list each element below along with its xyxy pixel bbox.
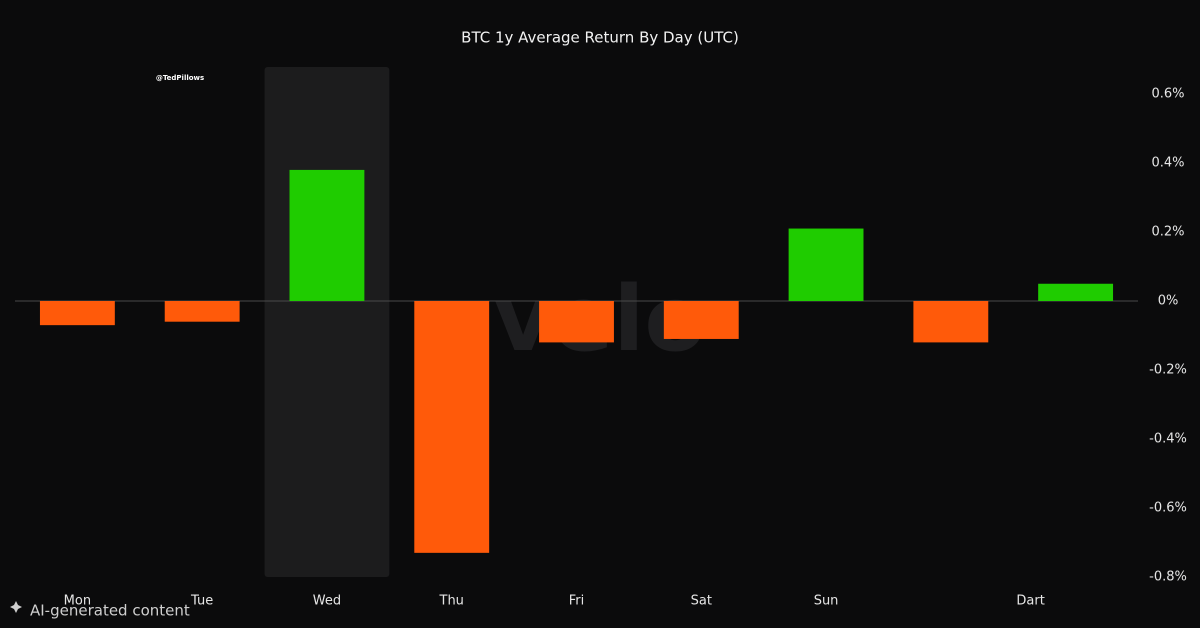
y-tick-label: -0.2% <box>1149 363 1187 378</box>
x-tick-label: Dart <box>1016 594 1044 609</box>
handle: @TedPillows <box>156 74 204 82</box>
x-tick-label: Wed <box>313 594 341 609</box>
chart-title: BTC 1y Average Return By Day (UTC) <box>461 29 739 47</box>
bar <box>663 301 739 339</box>
y-tick-label: 0.2% <box>1151 225 1184 240</box>
y-tick-label: 0% <box>1158 294 1179 309</box>
bar <box>913 301 989 343</box>
y-tick-label: -0.6% <box>1149 501 1187 516</box>
x-tick-label: Sat <box>691 594 712 609</box>
y-tick-label: -0.8% <box>1149 570 1187 585</box>
highlight-layer <box>264 67 390 577</box>
bar <box>414 301 490 553</box>
bar <box>539 301 614 343</box>
y-tick-label: 0.4% <box>1151 156 1184 171</box>
highlight-band <box>264 67 390 577</box>
ai-badge: AI-generated content <box>10 601 190 620</box>
x-tick-label: Sun <box>814 594 839 609</box>
bar <box>39 301 115 326</box>
y-tick-label: -0.4% <box>1149 432 1187 447</box>
x-tick-label: Tue <box>190 594 213 609</box>
badge-icon <box>10 601 22 613</box>
badge-text: AI-generated content <box>30 602 190 620</box>
x-tick-label: Thu <box>439 594 464 609</box>
bar <box>164 301 240 322</box>
bar <box>1038 283 1114 301</box>
bar <box>788 228 864 301</box>
x-tick-label: Mon <box>64 594 91 609</box>
y-tick-label: 0.6% <box>1151 87 1184 102</box>
bar <box>289 169 365 301</box>
x-tick-label: Fri <box>569 594 585 609</box>
